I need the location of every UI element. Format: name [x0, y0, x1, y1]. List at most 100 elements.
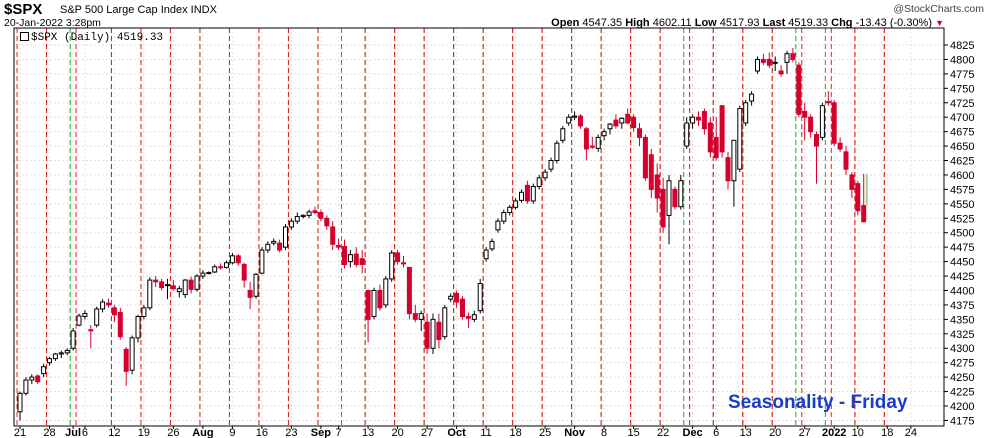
y-tick-label: 4225	[950, 387, 974, 399]
candle-body	[129, 337, 135, 371]
candle-body	[743, 102, 749, 124]
candle-swatch-icon	[20, 32, 29, 41]
candle-body	[837, 142, 843, 150]
x-tick-label: 12	[108, 427, 120, 438]
candle-body	[330, 226, 336, 245]
candle-body	[619, 117, 625, 124]
candle-body	[861, 205, 867, 223]
candle-body	[383, 278, 389, 306]
candle-body	[123, 348, 129, 372]
candle-body	[283, 226, 288, 248]
x-tick-label: 11	[480, 427, 491, 438]
candle-body	[188, 279, 194, 290]
watermark: @StockCharts.com	[893, 3, 984, 15]
candle-body	[241, 263, 247, 281]
chg-label: Chg	[831, 17, 853, 29]
y-tick-label: 4575	[950, 184, 974, 196]
plot-frame	[13, 27, 945, 427]
candle-body	[660, 188, 666, 228]
x-tick-label: 16	[256, 427, 268, 438]
y-tick-label: 4600	[950, 170, 974, 182]
candle-body	[229, 255, 235, 264]
y-axis: 4175 4200 4225 4250 4275 4300 4325 4350 4375 4400…	[944, 40, 974, 427]
candle-body	[294, 216, 300, 222]
candle-body	[347, 254, 353, 263]
y-tick-label: 4175	[950, 415, 974, 427]
candle-body	[430, 318, 436, 349]
candle-body	[288, 220, 294, 228]
candle-body	[825, 101, 831, 104]
candle-body	[52, 353, 58, 360]
candle-body	[182, 279, 188, 296]
week-divider-lines	[16, 28, 885, 426]
x-tick-label: 20	[769, 427, 781, 438]
candle-body	[625, 113, 631, 124]
candle-body	[519, 191, 524, 201]
down-triangle-icon: ▼	[935, 18, 944, 28]
candle-body	[578, 115, 583, 127]
candle-body	[713, 136, 719, 159]
chg-value: -13.43 (-0.30%)	[855, 17, 933, 29]
candle-body	[47, 358, 52, 364]
candle-body	[755, 58, 760, 72]
high-value: 4602.11	[652, 17, 692, 29]
last-value: 4519.33	[788, 17, 829, 29]
candle-body	[306, 211, 312, 216]
y-tick-label: 4700	[950, 112, 974, 124]
candle-body	[212, 266, 218, 273]
x-tick-label: 28	[43, 427, 55, 438]
candle-body	[448, 295, 454, 300]
candle-body	[737, 108, 743, 170]
candle-body	[342, 246, 347, 265]
candle-body	[147, 279, 153, 309]
candle-body	[719, 105, 725, 153]
candle-body	[359, 258, 365, 265]
candle-body	[784, 53, 790, 63]
x-tick-label: 18	[881, 427, 893, 438]
y-tick-label: 4825	[950, 40, 974, 52]
candle-body	[265, 243, 271, 251]
y-tick-label: 4500	[950, 228, 974, 240]
candle-body	[300, 214, 306, 218]
candle-body	[843, 151, 849, 170]
x-tick-label: 20	[391, 427, 403, 438]
candle-body	[684, 122, 690, 147]
candle-body	[631, 116, 637, 129]
candle-body	[94, 308, 100, 326]
candle-body	[318, 212, 324, 219]
series-legend-label: $SPX (Daily) 4519.33	[31, 32, 164, 44]
y-tick-label: 4775	[950, 69, 974, 81]
candle-body	[235, 255, 241, 264]
candle-body	[796, 64, 802, 115]
candle-body	[460, 298, 465, 317]
candle-body	[589, 145, 595, 148]
candle-body	[159, 281, 165, 289]
open-value: 4547.35	[582, 17, 623, 29]
candle-body	[436, 321, 442, 341]
company-name: S&P 500 Large Cap Index INDX	[60, 4, 217, 16]
candle-body	[58, 352, 64, 355]
candle-body	[583, 128, 589, 150]
candle-body	[548, 160, 554, 170]
last-label: Last	[762, 17, 786, 29]
candle-body	[418, 313, 424, 320]
candle-body	[642, 136, 648, 179]
y-tick-label: 4300	[950, 343, 974, 355]
x-tick-label: 23	[285, 427, 297, 438]
candle-body	[353, 253, 359, 265]
candle-body	[454, 292, 460, 303]
candle-body	[601, 131, 607, 137]
candle-body	[778, 70, 784, 75]
y-tick-label: 4400	[950, 285, 974, 297]
low-value: 4517.93	[719, 17, 760, 29]
candle-body	[554, 142, 560, 162]
candle-body	[23, 379, 29, 394]
y-tick-label: 4750	[950, 83, 974, 95]
x-tick-label: 24	[905, 427, 917, 438]
candle-body	[412, 313, 418, 320]
x-tick-label: Aug	[192, 427, 213, 438]
x-tick-label: 26	[167, 427, 179, 438]
candle-body	[64, 350, 70, 354]
candle-body	[725, 157, 731, 182]
candle-body	[524, 184, 530, 202]
